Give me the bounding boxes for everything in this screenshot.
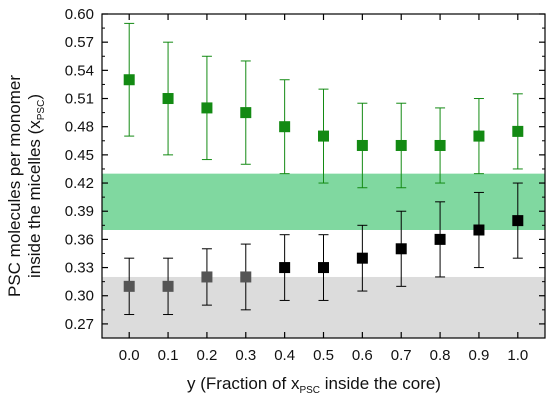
marker-series-1 [395, 243, 407, 255]
y-axis-title-line2: inside the micelles (xPSC) [25, 94, 47, 278]
marker-series-0 [123, 74, 135, 86]
y-tick-label: 0.54 [65, 62, 94, 79]
marker-series-1 [240, 271, 252, 283]
y-tick-label: 0.48 [65, 119, 94, 136]
x-tick-label: 0.5 [313, 347, 334, 364]
y-tick-label: 0.57 [65, 34, 94, 51]
marker-series-0 [434, 139, 446, 151]
y-tick-label: 0.60 [65, 6, 94, 23]
x-axis-title: y (Fraction of xPSC inside the core) [187, 374, 441, 396]
y-axis-title-line1: PSC molecules per monomer [5, 75, 24, 297]
x-tick-label: 0.1 [158, 347, 179, 364]
marker-series-1 [318, 262, 329, 274]
x-axis: 0.0 0.1 0.2 0.3 0.4 0.5 0.6 0.7 0.8 0.9 1.0 [119, 14, 528, 364]
marker-series-0 [395, 139, 407, 151]
x-tick-label: 1.0 [507, 347, 528, 364]
x-tick-label: 0.0 [119, 347, 140, 364]
marker-series-0 [473, 130, 485, 142]
y-tick-label: 0.45 [65, 147, 94, 164]
marker-series-1 [201, 271, 213, 283]
y-tick-label: 0.33 [65, 260, 94, 277]
marker-series-0 [279, 121, 291, 133]
marker-series-1 [123, 280, 135, 292]
x-tick-label: 0.3 [235, 347, 256, 364]
y-tick-label: 0.36 [65, 231, 94, 248]
y-tick-label: 0.30 [65, 288, 94, 305]
y-tick-label: 0.27 [65, 316, 94, 333]
marker-series-0 [240, 107, 252, 119]
marker-series-0 [162, 93, 174, 105]
y-tick-label: 0.51 [65, 91, 94, 108]
x-tick-label: 0.4 [274, 347, 295, 364]
data-markers [123, 74, 524, 292]
marker-series-0 [356, 139, 368, 151]
marker-series-0 [201, 102, 213, 114]
x-tick-label: 0.8 [430, 347, 451, 364]
x-tick-label: 0.6 [352, 347, 373, 364]
x-tick-label: 0.9 [469, 347, 490, 364]
marker-series-0 [318, 130, 329, 142]
marker-series-1 [512, 215, 524, 227]
x-tick-label: 0.7 [391, 347, 412, 364]
marker-series-1 [356, 252, 368, 264]
marker-series-0 [512, 125, 524, 137]
marker-series-1 [434, 233, 446, 245]
marker-series-1 [279, 262, 291, 274]
y-tick-label: 0.42 [65, 175, 94, 192]
x-tick-label: 0.2 [196, 347, 217, 364]
marker-series-1 [162, 280, 174, 292]
y-tick-label: 0.39 [65, 203, 94, 220]
marker-series-1 [473, 224, 485, 236]
y-axis: 0.60 0.57 0.54 0.51 0.48 0.45 0.42 0.39 0.36 0.33… [65, 6, 545, 333]
